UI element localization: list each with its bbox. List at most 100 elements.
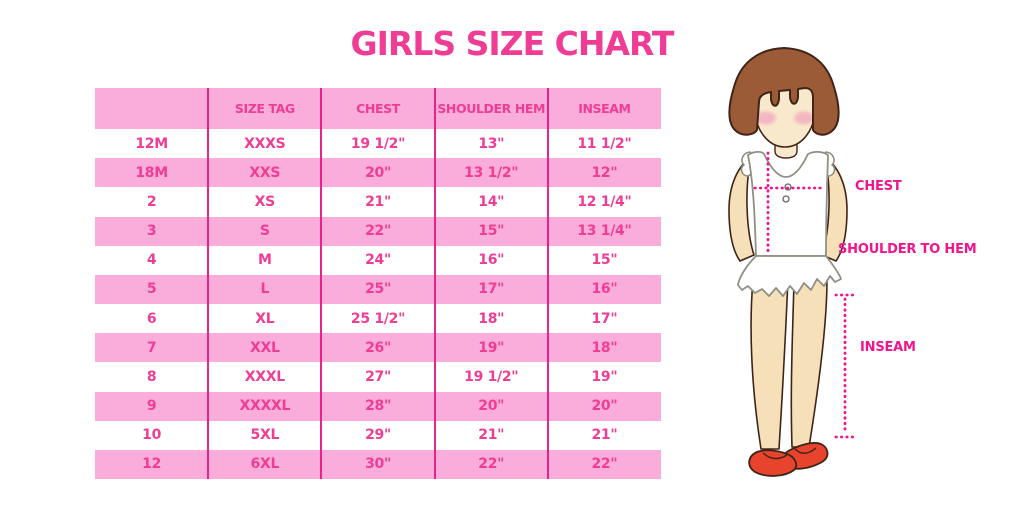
table-cell: XXXL [244, 368, 285, 385]
table-cell: 24" [365, 252, 391, 269]
table-cell: XXL [250, 339, 280, 356]
table-row: 12M XXXS 19 1/2" 13" 11 1/2" [95, 129, 661, 159]
hair [728, 47, 840, 136]
table-cell: 19 1/2" [464, 368, 519, 385]
table-cell: 22" [365, 223, 391, 240]
table-cell: 13 1/4" [577, 223, 632, 240]
right-arm [821, 156, 848, 262]
bodice [747, 150, 829, 257]
table-cell: 30" [365, 456, 391, 473]
table-row: 2 XS 21" 14" 12 1/4" [95, 187, 661, 217]
table-cell: L [260, 281, 270, 298]
table-cell: 21" [365, 193, 391, 210]
table-row: 7 XXL 26" 19" 18" [95, 333, 661, 363]
table-cell: 28" [365, 398, 391, 415]
skirt [737, 255, 842, 297]
table-cell: 20" [365, 164, 391, 181]
left-arm [728, 156, 755, 262]
table-cell: 29" [365, 427, 391, 444]
table-cell: 16" [478, 252, 505, 269]
table-cell: 19 1/2" [350, 135, 406, 152]
table-cell: 25 1/2" [350, 310, 406, 327]
table-cell: 12" [591, 164, 618, 181]
table-cell: 17" [591, 310, 618, 327]
table-cell: 20" [478, 398, 505, 415]
table-row: 3 S 22" 15" 13 1/4" [95, 216, 661, 246]
table-cell: XXXS [244, 135, 286, 152]
shoulder-to-hem-label: SHOULDER TO HEM [838, 242, 977, 257]
left-shoe [748, 449, 798, 477]
table-cell: 18M [135, 164, 168, 181]
table-cell: 3 [146, 223, 157, 240]
table-cell: 5XL [250, 427, 280, 444]
column-divider [433, 88, 436, 479]
table-cell: 15" [478, 223, 505, 240]
table-cell: 12 [142, 456, 162, 473]
bottom-button [782, 195, 790, 203]
header-cell: SIZE TAG [234, 101, 295, 116]
table-row: 12 6XL 30" 22" 22" [95, 449, 661, 480]
table-cell: 9 [146, 398, 157, 415]
column-divider [207, 88, 210, 479]
table-cell: 18" [591, 339, 618, 356]
table-cell: XL [255, 310, 275, 327]
table-cell: 12 1/4" [577, 193, 632, 210]
blush-right-cheek [794, 111, 814, 125]
table-cell: 12M [135, 135, 168, 152]
header-cell: CHEST [356, 101, 400, 116]
size-table: SIZE TAG CHEST SHOULDER HEM INSEAM 12M XXXS 1… [95, 88, 661, 480]
table-cell: 20" [591, 398, 618, 415]
header-cell: INSEAM [578, 101, 631, 116]
table-cell: 15" [591, 252, 618, 269]
table-cell: 19" [591, 368, 618, 385]
table-row: 4 M 24" 16" 15" [95, 245, 661, 275]
table-row: 6 XL 25 1/2" 18" 17" [95, 304, 661, 334]
table-row: 8 XXXL 27" 19 1/2" 19" [95, 362, 661, 392]
table-cell: 6XL [250, 456, 280, 473]
table-cell: 7 [146, 339, 157, 356]
table-cell: 10 [142, 427, 162, 444]
inseam-label: INSEAM [860, 340, 916, 355]
header-cell [95, 88, 208, 129]
table-cell: 4 [146, 252, 157, 269]
page-title: GIRLS SIZE CHART [350, 24, 675, 63]
blush-left-cheek [756, 111, 776, 125]
table-body: 12M XXXS 19 1/2" 13" 11 1/2" 18M XXS 20" 13 1/2"… [95, 129, 661, 480]
table-cell: 13" [478, 135, 505, 152]
table-cell: XS [254, 193, 276, 210]
table-cell: 6 [146, 310, 157, 327]
table-cell: 11 1/2" [577, 135, 632, 152]
table-cell: 13 1/2" [464, 164, 519, 181]
header-cell: SHOULDER HEM [437, 101, 546, 116]
table-cell: M [257, 252, 272, 269]
table-row: 5 L 25" 17" 16" [95, 274, 661, 305]
table-row: 9 XXXXL 28" 20" 20" [95, 391, 661, 421]
table-cell: 21" [591, 427, 618, 444]
table-cell: 14" [478, 193, 505, 210]
table-cell: 26" [365, 339, 391, 356]
table-cell: S [259, 223, 270, 240]
table-cell: 21" [478, 427, 505, 444]
column-divider [546, 88, 549, 479]
table-cell: 5 [146, 281, 157, 298]
table-row: 10 5XL 29" 21" 21" [95, 420, 661, 450]
table-cell: XXS [249, 164, 281, 181]
chest-label: CHEST [855, 179, 902, 194]
table-cell: 2 [146, 193, 157, 210]
table-cell: 22" [478, 456, 505, 473]
column-divider [320, 88, 323, 479]
table-cell: 22" [591, 456, 618, 473]
table-cell: 16" [591, 281, 618, 298]
girl-illustration [728, 47, 856, 477]
inseam-measure-line [834, 293, 856, 439]
table-cell: 8 [146, 368, 157, 385]
table-cell: 17" [478, 281, 505, 298]
right-leg [790, 279, 828, 448]
table-row: 18M XXS 20" 13 1/2" 12" [95, 158, 661, 188]
table-header-row: SIZE TAG CHEST SHOULDER HEM INSEAM [95, 88, 661, 129]
left-leg [750, 279, 789, 450]
table-cell: 25" [365, 281, 391, 298]
table-cell: 18" [478, 310, 505, 327]
table-cell: 19" [478, 339, 505, 356]
